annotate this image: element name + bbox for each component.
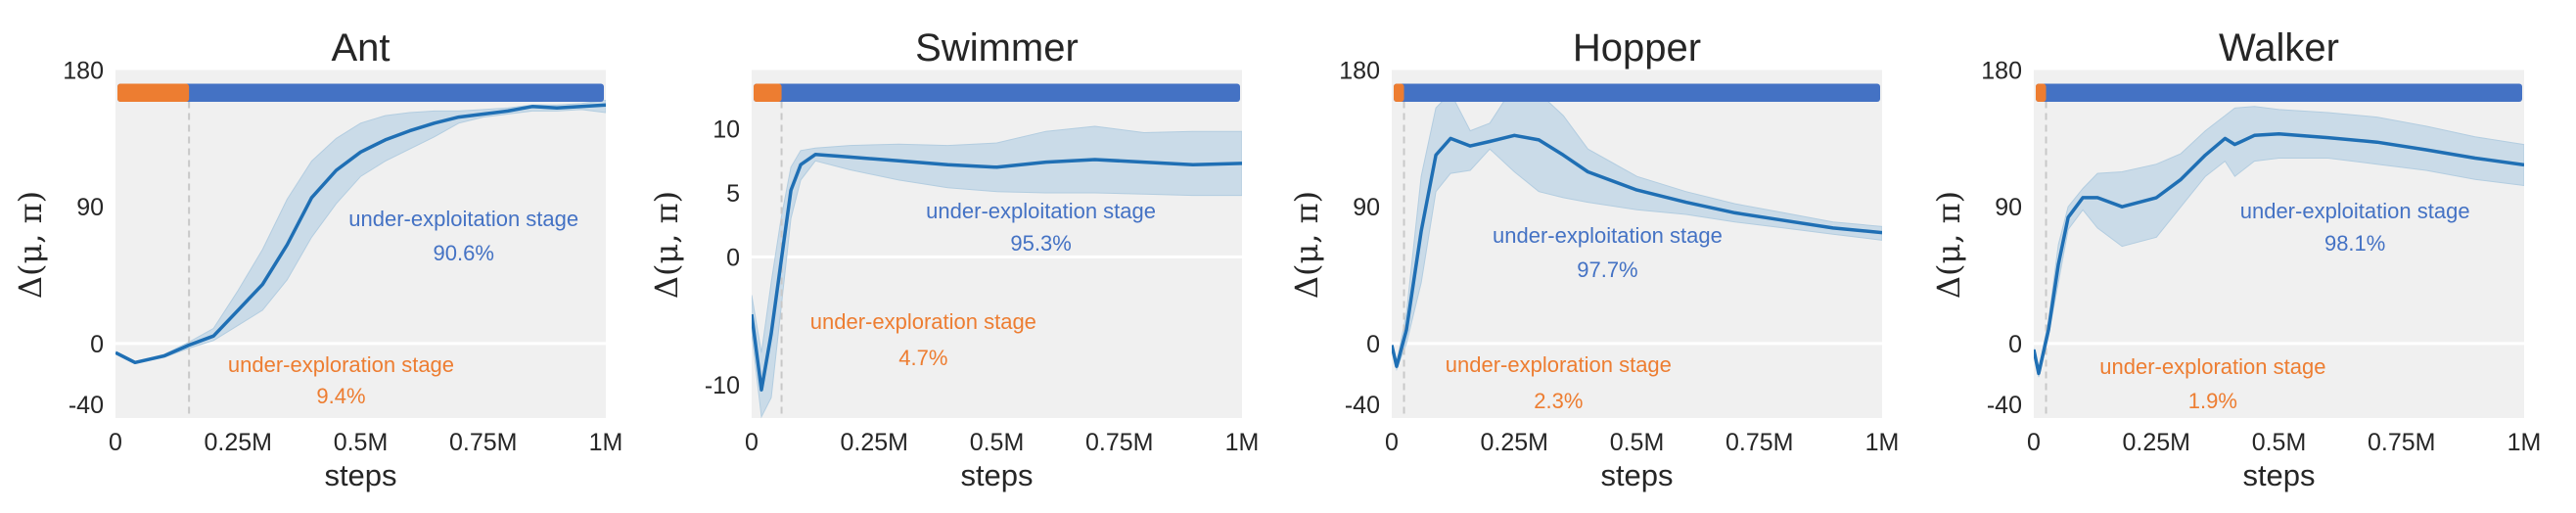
- confidence-band: [1392, 84, 1882, 372]
- mean-line: [1392, 133, 1882, 368]
- mean-line: [752, 153, 1242, 392]
- y-tick-label: 5: [726, 180, 740, 208]
- y-tick-label: 180: [1981, 58, 2022, 85]
- y-tick-label: 0: [2008, 331, 2022, 358]
- exploitation-stage-percent: 90.6%: [434, 241, 494, 265]
- exploration-stage-percent: 4.7%: [898, 346, 947, 370]
- x-tick-label: 0.25M: [205, 429, 272, 456]
- x-tick-label: 0.5M: [2252, 429, 2307, 456]
- x-tick-label: 1M: [1865, 429, 1900, 456]
- subplot-title: Ant: [331, 26, 390, 70]
- mean-line: [2034, 131, 2524, 376]
- exploration-stage-percent: 2.3%: [1534, 389, 1583, 413]
- subplot-title: Walker: [2219, 26, 2339, 70]
- y-tick-label: 10: [713, 117, 740, 144]
- y-axis-label: Δ(μ, π): [648, 191, 685, 299]
- y-axis-label: Δ(μ, π): [12, 191, 49, 299]
- x-axis-label: steps: [960, 458, 1033, 492]
- exploitation-stage-bar: [754, 83, 1240, 102]
- y-tick-label: -40: [1987, 392, 2022, 419]
- x-tick-label: 1M: [1225, 429, 1260, 456]
- plot-background: [752, 70, 1242, 418]
- x-tick-label: 0.75M: [1085, 429, 1153, 456]
- exploitation-stage-label: under-exploitation stage: [348, 207, 578, 231]
- exploitation-stage-label: under-exploitation stage: [926, 199, 1156, 223]
- y-axis-label: Δ(μ, π): [1288, 191, 1325, 299]
- exploitation-stage-label: under-exploitation stage: [1493, 223, 1723, 248]
- x-tick-label: 0.75M: [2368, 429, 2435, 456]
- x-tick-label: 0.25M: [841, 429, 908, 456]
- subplot-title: Swimmer: [915, 26, 1079, 70]
- exploration-stage-bar: [2036, 83, 2047, 102]
- exploration-stage-label: under-exploration stage: [2099, 354, 2325, 379]
- y-tick-label: 90: [76, 194, 104, 221]
- exploitation-stage-percent: 98.1%: [2324, 231, 2385, 256]
- mean-line: [115, 103, 606, 365]
- y-tick-label: 180: [63, 58, 104, 85]
- confidence-band: [752, 125, 1242, 418]
- x-tick-label: 0.5M: [1610, 429, 1665, 456]
- exploitation-stage-bar: [1394, 83, 1880, 102]
- y-axis-label: Δ(μ, π): [1930, 191, 1967, 299]
- x-tick-label: 0: [1385, 429, 1399, 456]
- subplot-title: Hopper: [1573, 26, 1701, 70]
- x-tick-label: 0.25M: [1481, 429, 1548, 456]
- subplot-swimmer: Swimmer -10 0 5 10 0 0.25M 0.5M 0.75M 1M steps Δ(μ,…: [648, 26, 1259, 492]
- y-tick-label: 0: [90, 331, 104, 358]
- x-tick-label: 0.75M: [1725, 429, 1793, 456]
- exploration-stage-bar: [754, 83, 782, 102]
- exploration-stage-label: under-exploration stage: [810, 309, 1036, 334]
- y-tick-label: 0: [726, 244, 740, 271]
- y-tick-label: 0: [1366, 331, 1380, 358]
- exploitation-stage-percent: 95.3%: [1010, 231, 1071, 256]
- exploration-stage-label: under-exploration stage: [1446, 352, 1672, 377]
- exploration-stage-label: under-exploration stage: [228, 352, 454, 377]
- y-tick-label: -10: [705, 372, 740, 399]
- exploration-stage-percent: 1.9%: [2188, 389, 2237, 413]
- x-axis-label: steps: [324, 458, 396, 492]
- y-tick-label: -40: [69, 392, 104, 419]
- confidence-band: [2034, 106, 2524, 378]
- y-tick-label: 90: [1353, 194, 1380, 221]
- x-tick-label: 0: [2027, 429, 2041, 456]
- x-tick-label: 1M: [589, 429, 623, 456]
- exploration-stage-bar: [1394, 83, 1404, 102]
- x-axis-label: steps: [2242, 458, 2315, 492]
- x-tick-label: 0.75M: [449, 429, 517, 456]
- exploration-stage-bar: [117, 83, 190, 102]
- exploitation-stage-bar: [117, 83, 604, 102]
- y-tick-label: 180: [1339, 58, 1380, 85]
- x-tick-label: 0.5M: [970, 429, 1025, 456]
- exploration-stage-percent: 9.4%: [316, 384, 365, 408]
- confidence-band: [115, 99, 606, 364]
- plot-background: [1392, 70, 1882, 418]
- exploitation-stage-bar: [2036, 83, 2522, 102]
- exploitation-stage-label: under-exploitation stage: [2240, 199, 2470, 223]
- y-tick-label: 90: [1995, 194, 2022, 221]
- x-tick-label: 0.5M: [334, 429, 389, 456]
- exploitation-stage-percent: 97.7%: [1577, 257, 1637, 282]
- x-tick-label: 0: [745, 429, 759, 456]
- y-tick-label: -40: [1345, 392, 1380, 419]
- x-tick-label: 1M: [2507, 429, 2542, 456]
- x-tick-label: 0: [109, 429, 122, 456]
- x-tick-label: 0.25M: [2123, 429, 2190, 456]
- x-axis-label: steps: [1600, 458, 1673, 492]
